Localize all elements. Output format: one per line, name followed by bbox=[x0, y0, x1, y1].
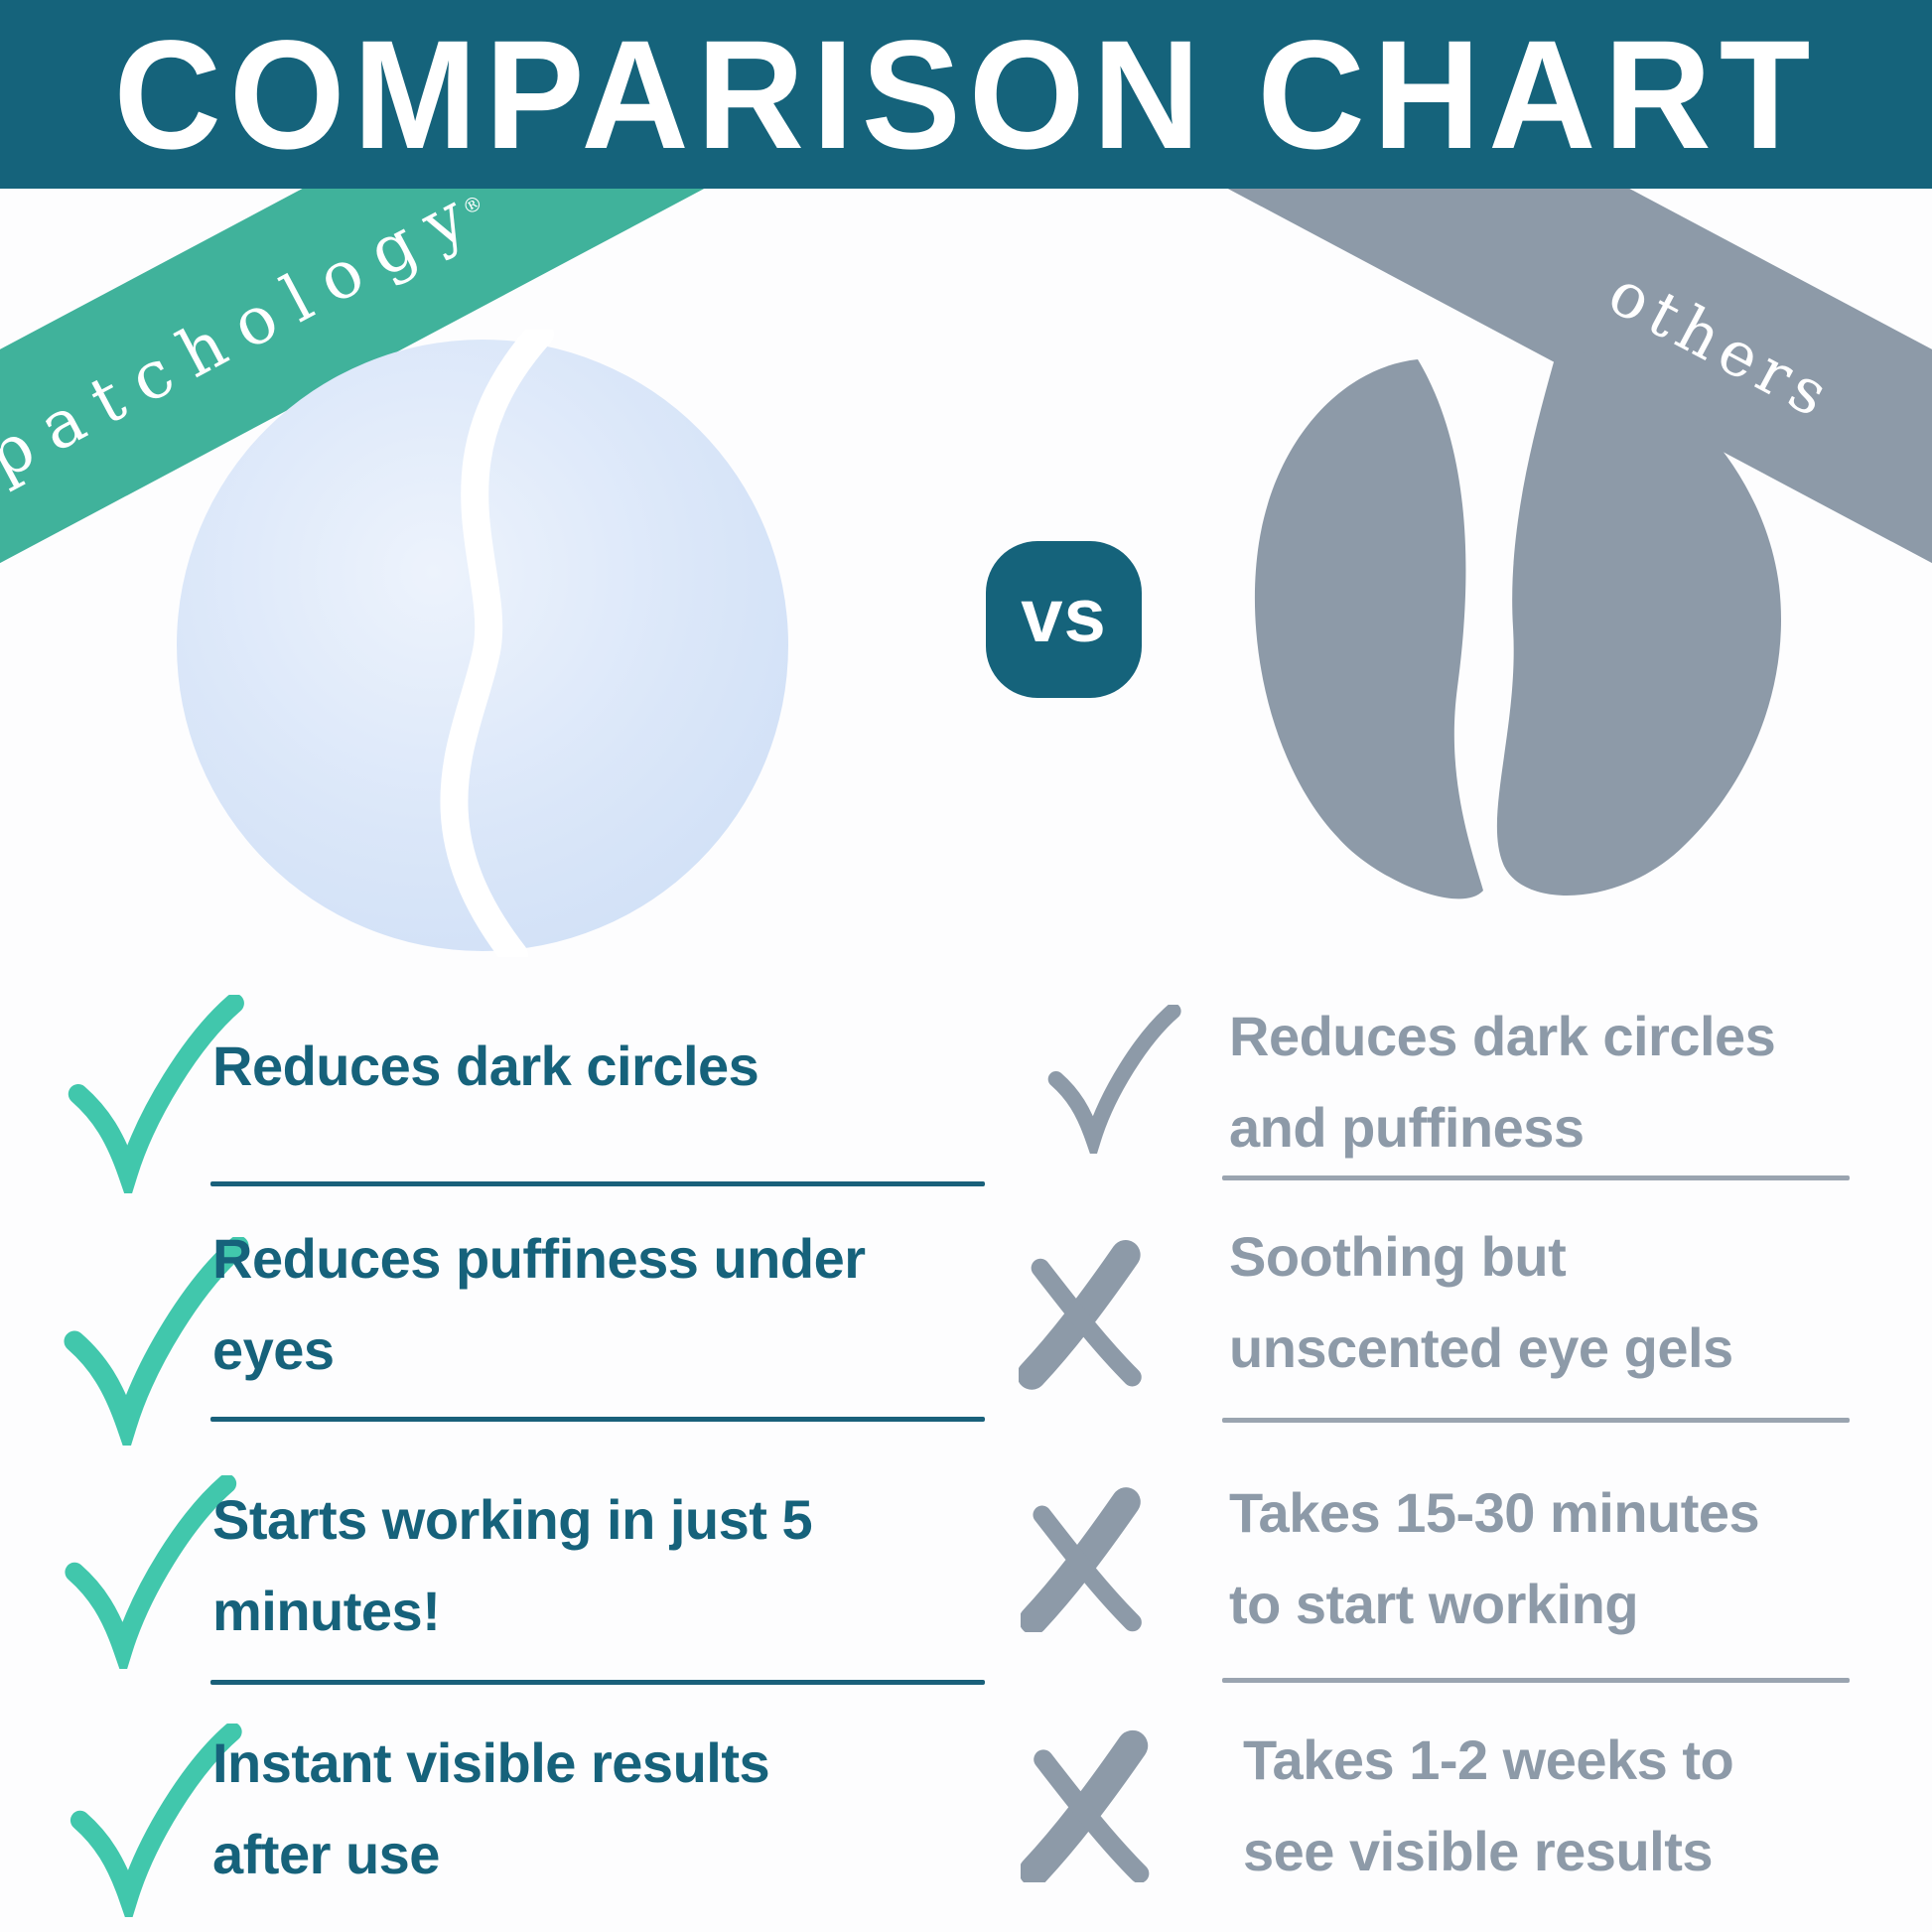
cross-icon bbox=[1019, 1240, 1142, 1390]
divider-line bbox=[1222, 1175, 1850, 1180]
feature-text: Reduces puffiness under eyes bbox=[212, 1227, 866, 1381]
feature-text: Instant visible results after use bbox=[212, 1731, 770, 1885]
divider-line bbox=[210, 1680, 985, 1685]
feature-text: Reduces dark circles and puffiness bbox=[1229, 1005, 1776, 1159]
divider-line bbox=[1222, 1418, 1850, 1423]
gray-eye-gel-patch-image bbox=[1254, 349, 1782, 899]
feature-text: Soothing but unscented eye gels bbox=[1229, 1225, 1733, 1379]
header-banner: COMPARISON CHART bbox=[0, 0, 1932, 189]
page-title: COMPARISON CHART bbox=[113, 7, 1819, 181]
check-icon bbox=[68, 995, 244, 1193]
divider-line bbox=[210, 1417, 985, 1422]
check-icon bbox=[65, 1475, 237, 1669]
cross-icon bbox=[1021, 1487, 1142, 1632]
vs-label: vs bbox=[1021, 573, 1107, 658]
check-icon bbox=[69, 1724, 242, 1917]
feature-text: Takes 1-2 weeks to see visible results bbox=[1243, 1728, 1734, 1882]
check-icon bbox=[64, 1237, 249, 1446]
feature-text: Reduces dark circles bbox=[212, 1035, 759, 1097]
feature-text: Takes 15-30 minutes to start working bbox=[1229, 1481, 1760, 1635]
divider-line bbox=[210, 1181, 985, 1186]
divider-line bbox=[1222, 1678, 1850, 1683]
vs-badge: vs bbox=[986, 541, 1142, 698]
cross-icon bbox=[1021, 1729, 1150, 1882]
feature-text: Starts working in just 5 minutes! bbox=[212, 1488, 813, 1642]
check-icon bbox=[1047, 1005, 1181, 1154]
blue-eye-gel-patch-image bbox=[177, 330, 788, 957]
